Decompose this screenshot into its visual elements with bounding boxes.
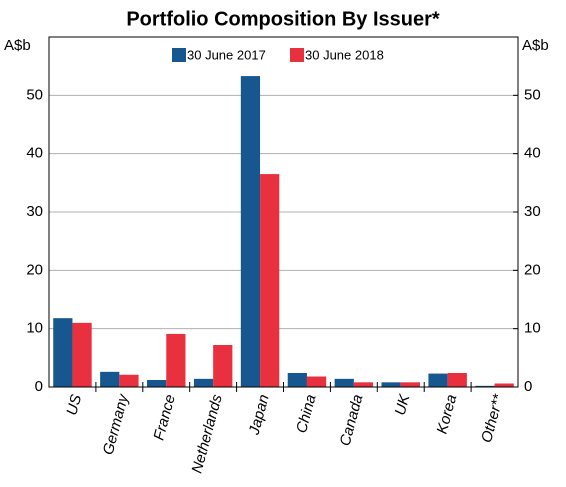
- bar: [119, 374, 139, 387]
- bar: [147, 380, 167, 387]
- legend-swatch: [172, 48, 186, 62]
- x-tick-label: US: [63, 393, 85, 418]
- bar: [306, 376, 327, 387]
- bar: [193, 378, 214, 387]
- x-tick-label: Germany: [100, 391, 133, 456]
- x-tick-label: Netherlands: [188, 392, 225, 475]
- y-tick-label: 50: [26, 86, 43, 103]
- y2-tick-label: 0: [524, 378, 532, 395]
- y-tick-label: 20: [26, 261, 43, 278]
- x-tick-label: Canada: [337, 393, 367, 448]
- bar: [334, 378, 354, 387]
- legend-label: 30 June 2017: [187, 47, 266, 62]
- bar: [166, 333, 186, 387]
- x-tick-label: UK: [392, 392, 414, 417]
- bar: [240, 76, 261, 387]
- y-tick-label: 0: [35, 378, 43, 395]
- bar: [447, 373, 467, 387]
- bar: [353, 382, 374, 387]
- bar: [213, 345, 233, 387]
- y-tick-label: 10: [26, 320, 43, 337]
- bar: [100, 371, 120, 387]
- bar: [494, 383, 514, 387]
- y2-tick-label: 50: [524, 86, 541, 103]
- bar: [260, 174, 280, 387]
- bar: [475, 385, 495, 387]
- bar: [400, 382, 420, 387]
- x-tick-label: Other**: [478, 392, 507, 445]
- x-tick-label: China: [293, 393, 320, 435]
- y2-tick-label: 10: [524, 320, 541, 337]
- chart-title: Portfolio Composition By Issuer*: [126, 8, 440, 30]
- bar: [428, 373, 448, 387]
- bar: [287, 373, 307, 387]
- bar: [53, 318, 73, 387]
- x-tick-label: Japan: [245, 393, 272, 438]
- y-axis-label: A$b: [4, 37, 31, 54]
- bar: [381, 382, 401, 387]
- bar: [72, 322, 92, 387]
- legend-label: 30 June 2018: [305, 47, 384, 62]
- y2-tick-label: 20: [524, 261, 541, 278]
- y-tick-label: 40: [26, 145, 43, 162]
- x-tick-label: Korea: [434, 393, 461, 436]
- y2-tick-label: 40: [524, 145, 541, 162]
- y2-axis-label: A$b: [522, 37, 549, 54]
- legend-swatch: [290, 48, 304, 62]
- y-tick-label: 30: [26, 203, 43, 220]
- y2-tick-label: 30: [524, 203, 541, 220]
- x-tick-label: France: [150, 393, 179, 442]
